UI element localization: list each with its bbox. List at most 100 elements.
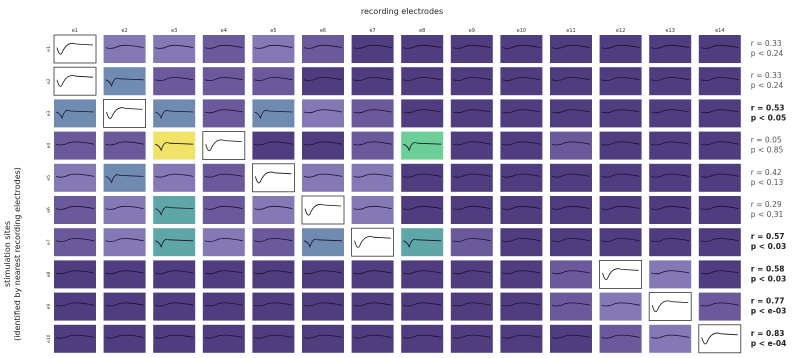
cell-e3-e8 [401, 99, 444, 128]
trace-e10-e12 [601, 334, 640, 339]
cell-e6-e3 [153, 196, 196, 224]
trace-e9-e8 [403, 302, 442, 307]
cell-e8-e1 [54, 260, 96, 289]
trace-e4-e6 [303, 141, 343, 146]
trace-e6-e12 [601, 205, 640, 210]
column-label-e13: e13 [665, 28, 674, 34]
cell-e7-e2 [103, 228, 146, 257]
cell-e9-e2 [103, 292, 146, 321]
trace-e1-e2 [105, 44, 144, 49]
cell-e7-e4 [202, 228, 245, 257]
column-label-e7: e7 [369, 28, 375, 34]
stat-p-e10: p < e-04 [751, 339, 787, 348]
cell-e2-e11 [550, 67, 592, 96]
trace-e7-e3 [155, 238, 194, 249]
cell-e9-e4 [202, 292, 245, 321]
cell-e3-e7 [351, 99, 394, 128]
trace-e10-e7 [353, 334, 392, 339]
cell-e5-e4 [202, 163, 245, 192]
cell-e9-e12 [599, 292, 642, 321]
cell-e2-e14 [698, 67, 741, 96]
cell-e1-e6 [302, 35, 344, 63]
trace-e3-e9 [452, 109, 491, 114]
trace-e9-e3 [155, 302, 194, 307]
trace-e8-e10 [502, 270, 541, 275]
cell-e2-e8 [401, 67, 444, 96]
cell-e10-e6 [302, 324, 344, 353]
stat-r-e5: r = 0.42 [751, 168, 782, 177]
trace-e9-e2 [105, 302, 144, 307]
trace-e5-e4 [204, 173, 243, 178]
cell-e1-e13 [649, 35, 692, 63]
trace-e2-e14 [700, 77, 739, 81]
cell-e9-e6 [302, 292, 344, 321]
cell-e4-e10 [500, 131, 543, 160]
cell-e9-e11 [550, 292, 592, 321]
cell-e10-e4 [202, 324, 245, 353]
stat-p-e6: p < 0.31 [751, 210, 784, 219]
column-label-e2: e2 [121, 28, 127, 34]
trace-e9-e10 [502, 302, 541, 307]
column-label-e1: e1 [72, 28, 78, 34]
cell-e6-e5 [252, 196, 295, 224]
cell-e3-e14 [698, 99, 741, 128]
cell-e1-e9 [450, 35, 493, 63]
trace-e6-e1 [55, 205, 95, 210]
trace-e10-e9 [452, 334, 491, 339]
cell-e9-e1 [54, 292, 96, 321]
stat-r-e9: r = 0.77 [751, 297, 785, 306]
trace-e6-e4 [204, 205, 243, 210]
trace-e9-e1 [55, 302, 95, 307]
cell-e5-e11 [550, 163, 592, 192]
cell-e6-e8 [401, 196, 444, 224]
cell-e2-e9 [450, 67, 493, 96]
cell-e4-e9 [450, 131, 493, 160]
trace-e2-e9 [452, 77, 491, 81]
cell-e9-e8 [401, 292, 444, 321]
cell-e7-e9 [450, 228, 493, 257]
trace-e10-e13 [651, 334, 690, 339]
cell-e3-e9 [450, 99, 493, 128]
row-label-e5: e5 [46, 175, 52, 181]
trace-e8-e14 [700, 270, 739, 275]
trace-e10-e2 [105, 334, 144, 339]
trace-e3-e3 [155, 109, 194, 120]
trace-e8-e4 [204, 270, 243, 275]
trace-e4-e2 [105, 141, 144, 146]
trace-e9-e11 [551, 302, 591, 307]
trace-e2-e7 [353, 77, 392, 81]
cell-e3-e6 [302, 99, 344, 128]
response-cells [53, 34, 742, 354]
stat-p-e1: p < 0.24 [751, 49, 784, 58]
trace-e7-e9 [452, 238, 491, 242]
column-label-e11: e11 [566, 28, 575, 34]
cell-e8-e5 [252, 260, 295, 289]
column-label-e8: e8 [419, 28, 425, 34]
stat-r-e10: r = 0.83 [751, 329, 785, 338]
trace-e8-e6 [303, 270, 343, 275]
cell-e3-e5 [252, 99, 295, 128]
cell-e4-e5 [252, 131, 295, 160]
trace-e2-e12 [601, 77, 640, 81]
trace-e3-e13 [651, 109, 690, 114]
trace-e5-e7 [353, 173, 392, 178]
trace-e1-e14 [700, 44, 739, 49]
cell-e6-e2 [103, 196, 146, 224]
trace-e6-e10 [502, 205, 541, 210]
trace-e8-e7 [353, 270, 392, 275]
stat-p-e8: p < 0.03 [751, 274, 786, 283]
trace-e5-e11 [551, 173, 591, 178]
stat-p-e2: p < 0.24 [751, 81, 784, 90]
trace-e1-e13 [651, 44, 690, 49]
trace-e2-e13 [651, 77, 690, 81]
trace-e2-e11 [551, 77, 591, 81]
column-labels: e1 e2 e3 e4 e5 e6 e7 e8 e9 e10 e11 e12 e13 e14 [72, 28, 725, 34]
trace-e7-e4 [204, 238, 243, 242]
trace-e1-e11 [551, 44, 591, 49]
cell-e5-e10 [500, 163, 543, 192]
cell-e10-e10 [500, 324, 543, 353]
column-label-e12: e12 [616, 28, 625, 34]
cell-e6-e4 [202, 196, 245, 224]
cell-e9-e5 [252, 292, 295, 321]
cell-e4-e1 [54, 131, 96, 160]
